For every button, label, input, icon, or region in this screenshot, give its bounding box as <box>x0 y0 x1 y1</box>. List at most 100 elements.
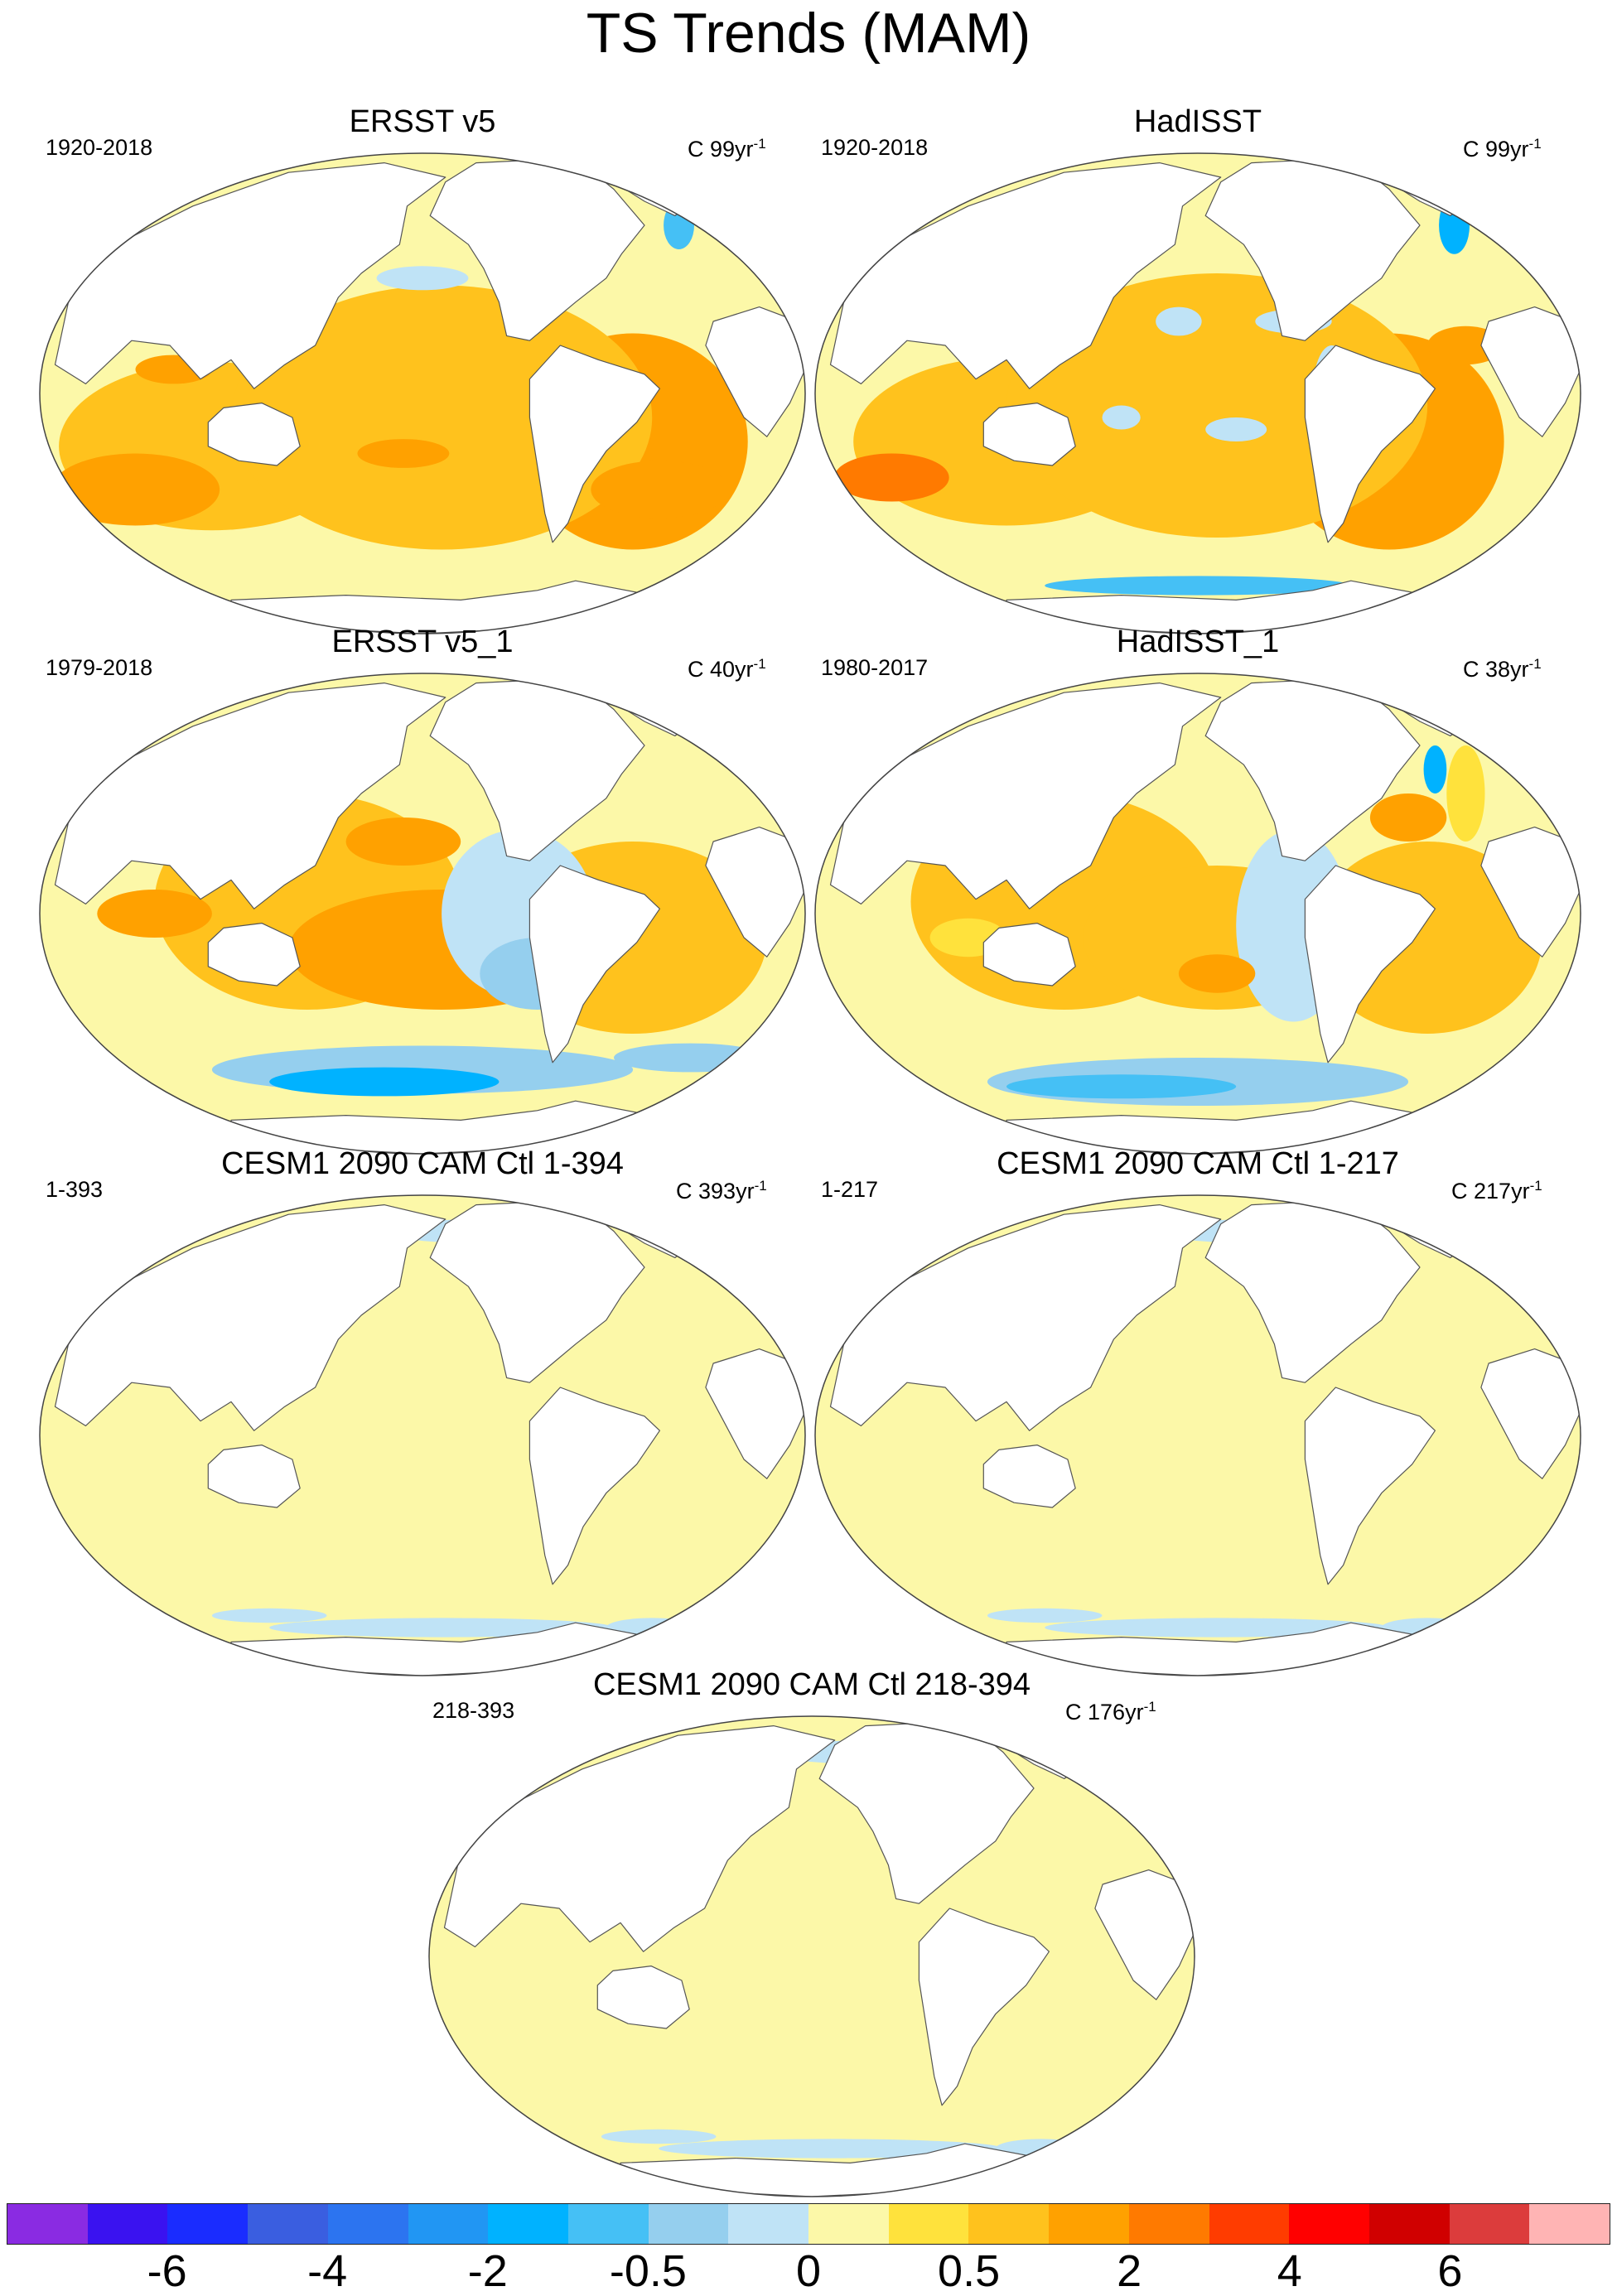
panel-units: C 38yr-1 <box>1463 652 1542 682</box>
units-value: 99yr <box>710 137 754 162</box>
trend-contour <box>1205 417 1267 441</box>
world-map <box>39 152 806 634</box>
panel-units: C 40yr-1 <box>688 652 766 682</box>
panel-title: HadISST <box>1133 104 1262 139</box>
colorbar-swatch <box>327 2204 408 2244</box>
colorbar-swatch <box>808 2204 889 2244</box>
units-value: 40yr <box>710 657 754 682</box>
colorbar-tick-label: 0 <box>795 2246 822 2296</box>
continent-north-america <box>429 678 645 861</box>
continent-africa <box>705 1348 805 1479</box>
units-value: 99yr <box>1485 137 1529 162</box>
trend-contour <box>1006 1074 1237 1099</box>
map-boundary <box>39 1194 806 1676</box>
colorbar-swatch <box>167 2204 249 2244</box>
continent-north-america <box>1204 1199 1421 1383</box>
map-panel: CESM1 2090 CAM Ctl 1-394 1-393 C 393yr-1 <box>25 1146 820 1692</box>
continent-australia <box>982 1445 1076 1508</box>
world-map <box>39 1194 806 1676</box>
trend-contour <box>591 461 729 519</box>
units-exp: -1 <box>1529 1178 1542 1194</box>
colorbar-swatch <box>1529 2204 1610 2244</box>
trend-contour <box>211 1608 327 1623</box>
panel-units: C 217yr-1 <box>1451 1174 1542 1203</box>
map-panel: HadISST_1 1980-2017 C 38yr-1 <box>800 624 1595 1170</box>
trend-contour <box>1369 793 1447 842</box>
continent-australia <box>207 1445 301 1508</box>
colorbar-swatch <box>888 2204 969 2244</box>
units-exp: -1 <box>754 1178 767 1194</box>
panel-years: 1920-2018 <box>821 135 929 160</box>
colorbar-tick-label: -4 <box>307 2246 348 2296</box>
map-boundary <box>814 152 1581 634</box>
units-exp: -1 <box>1528 136 1542 152</box>
units-value: 38yr <box>1485 657 1529 682</box>
trend-contour <box>1156 306 1202 336</box>
colorbar-tick-label: 6 <box>1437 2246 1463 2296</box>
units-exp: -1 <box>753 656 766 672</box>
trend-contour <box>1178 954 1256 993</box>
colorbar-tick-label: 4 <box>1277 2246 1302 2296</box>
continent-south-america <box>529 345 660 543</box>
panel-title: ERSST v5_1 <box>331 625 514 659</box>
map-panel: ERSST v5_1 1979-2018 C 40yr-1 <box>25 624 820 1170</box>
colorbar-swatch <box>1289 2204 1369 2244</box>
world-map <box>814 673 1581 1155</box>
continent-asia-europe <box>829 1204 1222 1431</box>
continent-australia <box>207 923 301 986</box>
continent-africa <box>1480 827 1581 957</box>
continent-asia-europe <box>829 162 1222 389</box>
panel-years: 1980-2017 <box>821 655 929 680</box>
units-prefix: C <box>1463 137 1479 162</box>
trend-contour <box>601 2129 717 2144</box>
continent-south-america <box>1304 865 1436 1064</box>
panel-years: 218-393 <box>432 1698 515 1723</box>
colorbar-swatch <box>1449 2204 1530 2244</box>
continent-asia-europe <box>54 162 446 389</box>
units-prefix: C <box>1451 1179 1468 1203</box>
colorbar-swatch <box>968 2204 1050 2244</box>
map-panel: CESM1 2090 CAM Ctl 218-394 218-393 C 176… <box>414 1667 1209 2213</box>
trend-contour <box>664 201 695 249</box>
continent-australia <box>596 1966 690 2029</box>
continent-north-america <box>1204 157 1421 341</box>
trend-contour <box>269 1067 500 1097</box>
trend-contour <box>834 453 949 502</box>
colorbar-swatch <box>648 2204 729 2244</box>
map-boundary <box>814 673 1581 1155</box>
units-value: 176yr <box>1088 1700 1144 1724</box>
continent-asia-europe <box>54 1204 446 1431</box>
trend-contour <box>345 818 461 866</box>
panel-years: 1920-2018 <box>46 135 153 160</box>
colorbar-swatch <box>7 2204 88 2244</box>
world-map <box>39 673 806 1155</box>
continent-africa <box>1094 1869 1195 2000</box>
colorbar-swatch <box>728 2204 809 2244</box>
panel-title: ERSST v5 <box>349 104 496 139</box>
panel-years: 1-393 <box>46 1177 104 1202</box>
panel-units: C 99yr-1 <box>688 132 766 162</box>
continent-asia-europe <box>443 1725 836 1952</box>
trend-contour <box>357 439 450 468</box>
trend-contour <box>1439 196 1470 254</box>
colorbar-tick-label: -6 <box>147 2246 187 2296</box>
panel-units: C 176yr-1 <box>1065 1695 1156 1724</box>
colorbar-swatch <box>488 2204 568 2244</box>
continent-asia-europe <box>829 683 1222 909</box>
continent-north-america <box>429 157 645 341</box>
colorbar-tick-label: -0.5 <box>609 2246 687 2296</box>
trend-contour <box>659 2139 1003 2159</box>
units-value: 217yr <box>1474 1179 1530 1203</box>
panel-title: HadISST_1 <box>1116 625 1280 659</box>
trend-contour <box>376 266 469 291</box>
world-map <box>428 1715 1195 2197</box>
continent-africa <box>705 306 805 437</box>
units-prefix: C <box>1065 1700 1082 1724</box>
trend-contour <box>51 453 220 526</box>
continent-south-america <box>1304 345 1436 543</box>
map-panel: ERSST v5 1920-2018 C 99yr-1 <box>25 104 820 650</box>
world-map <box>814 1194 1581 1676</box>
panel-years: 1979-2018 <box>46 655 153 680</box>
trend-contour <box>614 1043 767 1073</box>
panel-units: C 393yr-1 <box>676 1174 767 1203</box>
